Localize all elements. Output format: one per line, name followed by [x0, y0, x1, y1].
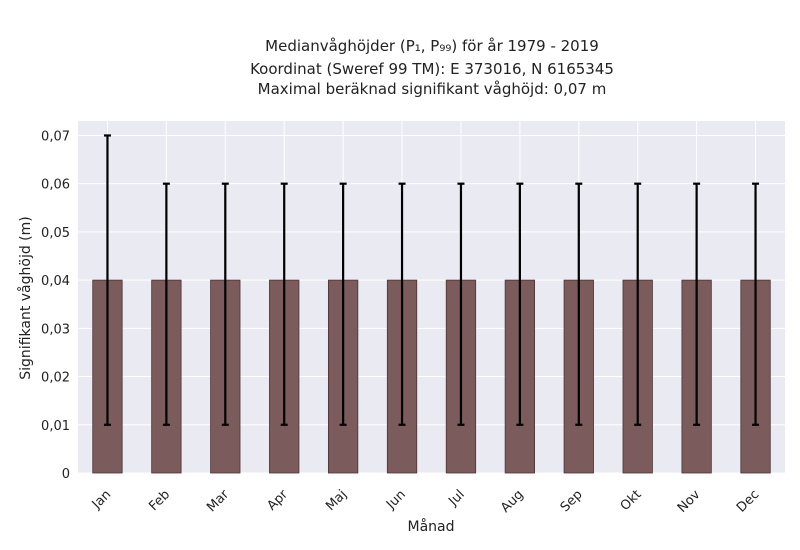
- title-line-1: Medianvåghöjder (P₁, P₉₉) för år 1979 - …: [265, 37, 599, 55]
- x-tick-label: Jan: [89, 487, 114, 512]
- error-bar-okt: [634, 182, 642, 426]
- title-line-2: Koordinat (Sweref 99 TM): E 373016, N 61…: [250, 60, 614, 78]
- y-tick-label: 0,06: [41, 178, 70, 193]
- x-tick-label: Okt: [618, 487, 645, 514]
- x-tick-label: Aug: [498, 487, 527, 516]
- x-tick-label: Mar: [204, 487, 232, 515]
- error-bar-jun: [398, 182, 406, 426]
- x-tick-label: Maj: [323, 487, 350, 514]
- y-tick-label: 0,05: [41, 226, 70, 241]
- error-bar-mar: [221, 182, 229, 426]
- error-bar-maj: [339, 182, 347, 426]
- x-tick-label: Apr: [265, 487, 292, 514]
- error-bar-jan: [103, 134, 111, 426]
- x-tick-label: Jul: [445, 487, 467, 509]
- error-bar-feb: [162, 182, 170, 426]
- x-tick-label: Jun: [383, 487, 409, 513]
- error-bar-aug: [516, 182, 524, 426]
- error-bar-sep: [575, 182, 583, 426]
- error-bars: [103, 134, 760, 426]
- x-tick-label: Sep: [558, 487, 586, 515]
- error-bar-nov: [693, 182, 701, 426]
- y-tick-label: 0,03: [41, 322, 70, 337]
- x-axis-label: Månad: [408, 518, 455, 535]
- y-axis-label: Signifikant våghöjd (m): [17, 216, 34, 379]
- x-axis-ticks: Jan Feb Mar Apr Maj Jun Jul Aug Sep Okt Nov Dec: [89, 487, 763, 516]
- error-bar-dec: [752, 182, 760, 426]
- chart-title: Medianvåghöjder (P₁, P₉₉) för år 1979 - …: [250, 37, 614, 98]
- y-tick-label: 0,02: [41, 371, 70, 386]
- x-tick-label: Dec: [734, 487, 762, 515]
- y-tick-label: 0,01: [41, 419, 70, 434]
- y-tick-label: 0,07: [41, 129, 70, 144]
- error-bar-apr: [280, 182, 288, 426]
- plot-area: [78, 121, 785, 473]
- y-axis-ticks: 0 0,01 0,02 0,03 0,04 0,05 0,06 0,07: [41, 129, 70, 482]
- x-tick-label: Nov: [675, 487, 704, 516]
- x-tick-label: Feb: [146, 487, 173, 514]
- error-bar-jul: [457, 182, 465, 426]
- title-line-3: Maximal beräknad signifikant våghöjd: 0,…: [258, 80, 607, 98]
- y-tick-label: 0,04: [41, 274, 70, 289]
- y-tick-label: 0: [62, 467, 70, 482]
